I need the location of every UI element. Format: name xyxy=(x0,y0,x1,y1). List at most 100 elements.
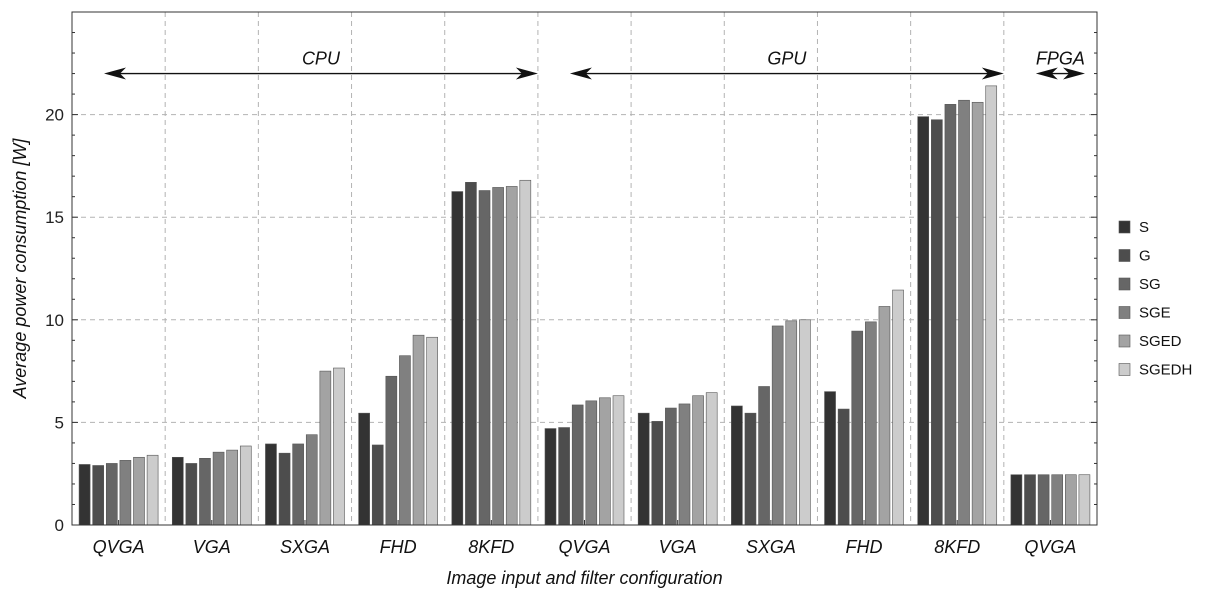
legend-label-sg: SG xyxy=(1139,276,1161,293)
bar-sgedh xyxy=(612,395,625,526)
bar-g xyxy=(837,408,850,526)
y-tick-label: 0 xyxy=(55,516,64,535)
bar-g xyxy=(465,182,477,526)
bar-sge xyxy=(399,355,411,526)
x-tick-label: QVGA xyxy=(558,537,610,557)
bar-sged xyxy=(599,397,611,526)
bar-sgedh xyxy=(333,367,345,526)
bar-sged xyxy=(505,186,518,526)
bar-s xyxy=(731,405,743,526)
bar-sge xyxy=(305,434,318,526)
x-tick-label: SXGA xyxy=(746,537,796,557)
bar-sge xyxy=(492,187,504,526)
bar-g xyxy=(278,452,291,526)
arrowhead-left xyxy=(1035,67,1058,80)
bar-sge xyxy=(958,99,970,526)
bar-sgedh xyxy=(799,319,811,526)
bar-sgedh xyxy=(892,289,904,526)
bar-sgedh xyxy=(146,454,159,526)
legend-swatch-sgedh xyxy=(1118,363,1131,376)
bar-sged xyxy=(692,395,704,526)
legend-swatch-sge xyxy=(1118,306,1131,319)
bar-s xyxy=(265,443,277,526)
bar-sg xyxy=(944,104,957,526)
bar-sgedh xyxy=(519,179,532,526)
bars xyxy=(78,85,1091,526)
bar-g xyxy=(185,463,198,526)
x-tick-label: QVGA xyxy=(93,537,145,557)
bar-sg xyxy=(571,404,584,526)
bar-g xyxy=(651,421,664,526)
bar-g xyxy=(371,444,384,526)
bar-g xyxy=(744,412,757,526)
arrowhead-right xyxy=(1063,67,1085,80)
bar-sged xyxy=(319,370,332,526)
arrowhead-right xyxy=(981,67,1004,80)
legend-swatch-g xyxy=(1118,249,1131,262)
plot-frame xyxy=(71,11,1098,526)
bar-s xyxy=(637,412,650,526)
bar-sg xyxy=(292,443,304,526)
bar-sged xyxy=(1065,474,1077,526)
legend-label-sgedh: SGEDH xyxy=(1139,362,1192,379)
bar-sged xyxy=(971,101,984,526)
bar-g xyxy=(1024,474,1036,526)
bar-s xyxy=(917,116,930,526)
legend-label-s: S xyxy=(1139,219,1149,236)
legend-swatch-sg xyxy=(1118,277,1131,291)
bar-sg xyxy=(105,463,118,526)
bar-g xyxy=(92,465,104,526)
y-tick-label: 20 xyxy=(45,106,64,125)
bar-sgedh xyxy=(239,445,252,526)
bar-s xyxy=(1010,474,1023,526)
x-tick-label: 8KFD xyxy=(934,537,980,557)
bar-sg xyxy=(478,190,491,526)
bar-g xyxy=(931,119,943,526)
group-label-fpga: FPGA xyxy=(1036,49,1085,69)
arrowhead-right xyxy=(515,67,538,80)
legend: SG SG SGE SGED SGEDH xyxy=(1118,219,1192,379)
bar-sgedh xyxy=(705,392,718,526)
group-label-gpu: GPU xyxy=(767,49,807,69)
legend-swatch-s xyxy=(1118,220,1131,234)
bar-sgedh xyxy=(1078,474,1091,526)
x-tick-label: SXGA xyxy=(280,537,330,557)
arrowhead-left xyxy=(104,67,126,80)
legend-swatch-sged xyxy=(1118,334,1131,348)
bar-sge xyxy=(119,460,132,526)
bar-s xyxy=(358,412,370,526)
bar-sged xyxy=(412,334,425,526)
arrowhead-left xyxy=(569,67,592,80)
bar-sge xyxy=(678,403,691,526)
y-tick-label: 15 xyxy=(45,208,64,227)
bar-sgedh xyxy=(985,85,998,526)
x-tick-label: VGA xyxy=(193,537,231,557)
bar-sge xyxy=(771,325,784,526)
x-tick-label: 8KFD xyxy=(468,537,514,557)
bar-sged xyxy=(226,449,238,526)
bar-sge xyxy=(585,400,598,526)
group-arrows: CPU GPU FPGA xyxy=(104,49,1085,80)
axis-ticks: 0 5 10 15 20 QVGA VGA SXGA FHD 8KFD QVGA VGA SXGA FHD… xyxy=(45,11,1097,557)
x-tick-label: FHD xyxy=(846,537,883,557)
legend-label-sged: SGED xyxy=(1139,333,1182,350)
bar-sge xyxy=(865,321,877,526)
bar-s xyxy=(824,391,836,526)
bar-s xyxy=(78,464,91,526)
bar-sged xyxy=(878,306,891,526)
x-axis-title: Image input and filter configuration xyxy=(446,568,722,588)
bar-sg xyxy=(199,458,211,526)
legend-label-g: G xyxy=(1139,248,1151,265)
grid xyxy=(72,12,1097,525)
group-label-cpu: CPU xyxy=(302,49,341,69)
legend-label-sge: SGE xyxy=(1139,305,1171,322)
bar-s xyxy=(451,191,464,526)
bar-g xyxy=(558,427,570,526)
x-tick-label: FHD xyxy=(380,537,417,557)
bar-sg xyxy=(758,386,770,526)
x-tick-label: VGA xyxy=(659,537,697,557)
x-tick-label: QVGA xyxy=(1024,537,1076,557)
y-axis-title: Average power consumption [W] xyxy=(10,138,30,400)
bar-sg xyxy=(1037,474,1050,526)
